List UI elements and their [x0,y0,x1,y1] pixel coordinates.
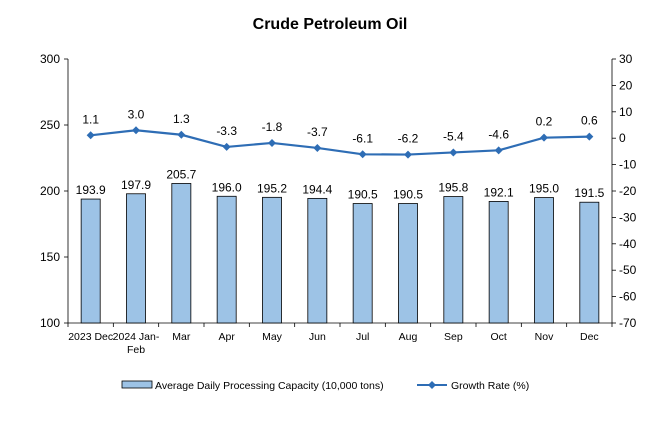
bar-data-label: 190.5 [348,188,378,202]
x-tick-label: 2024 Jan- [113,331,160,343]
bar-data-label: 195.2 [257,181,287,195]
line-data-label: -3.7 [307,125,328,139]
line-point [494,146,503,155]
bar-data-label: 205.7 [166,167,196,181]
y-left-tick-label: 100 [40,316,60,330]
y-left-tick-label: 150 [40,250,60,264]
line-labels: 1.1 3.0 1.3 -3.3 -1.8 -3.7 -6.1 -6.2 -5.4 -4.6 0.2… [82,107,598,145]
line-data-label: -6.2 [398,132,419,146]
y-right-tick-label: -60 [619,290,637,304]
bar [262,196,282,324]
y-right-tick-label: -30 [619,210,637,224]
legend: Average Daily Processing Capacity (10,00… [121,380,529,392]
chart-title: Crude Petroleum Oil [253,16,408,33]
legend-bar-label: Average Daily Processing Capacity (10,00… [155,380,384,392]
bar-labels: 193.9 197.9 205.7 196.0 195.2 194.4 190.5 190.5… [76,167,605,201]
bar [126,193,146,324]
legend-line-label: Growth Rate (%) [451,380,529,392]
line-data-label: 0.6 [581,114,598,128]
y-left-tick-label: 250 [40,118,60,132]
line-data-label: 3.0 [128,107,145,121]
line-point [585,132,594,141]
bar [488,201,509,324]
y-left-tick-label: 200 [40,184,60,198]
bar [352,203,373,324]
line-data-label: -6.1 [352,131,373,145]
bar-data-label: 193.9 [76,183,106,197]
line-point [177,130,186,139]
x-tick-label: Sep [444,331,463,343]
line-point [268,138,276,147]
y-right-tick-label: 0 [619,131,626,145]
line-series [86,126,594,159]
line-data-label: 1.3 [173,112,190,126]
legend-line-marker [428,381,436,389]
bar-data-label: 194.4 [302,182,332,196]
y-right-tick-label: 20 [619,78,633,92]
y-right-tick-label: -50 [619,263,637,277]
x-tick-label: Nov [535,331,554,343]
x-tick-label: Aug [399,331,418,343]
line-point [132,126,140,135]
bar [443,196,464,324]
growth-rate-line [90,129,590,156]
y-right-tick-label: -10 [619,158,637,172]
line-data-label: -1.8 [262,120,283,134]
line-point [313,143,322,152]
x-tick-label: Mar [172,331,191,343]
y-right-tick-label: 30 [619,52,633,66]
x-tick-label: 2023 Dec [68,331,113,343]
bar-data-label: 195.0 [529,182,559,196]
line-data-label: 0.2 [536,115,553,129]
y-right-tick-label: -20 [619,184,637,198]
bar-data-label: 192.1 [484,185,514,199]
bar-data-label: 196.0 [212,180,242,194]
bar-data-label: 190.5 [393,188,423,202]
bar-data-label: 195.8 [438,181,468,195]
line-data-label: -5.4 [443,129,464,143]
bar [171,183,192,324]
bar [534,197,554,324]
line-point [86,131,95,140]
bar [579,201,600,324]
y-right-tick-label: -40 [619,237,637,251]
bar [307,197,328,324]
y-right-tick-label: -70 [619,316,637,330]
line-point [449,148,458,157]
line-point [358,150,367,159]
line-data-label: 1.1 [82,112,99,126]
bar [398,203,418,324]
axes: 100 150 200 250 300 -70 -60 -50 -40 -30 -20 -10 0 10 2… [40,52,637,356]
x-tick-label: Jul [356,331,369,343]
bar-data-label: 197.9 [121,178,151,192]
x-tick-label: Dec [580,331,599,343]
legend-bar-swatch [121,380,153,389]
x-tick-label: Oct [490,331,506,343]
x-tick-label: Apr [218,331,235,343]
bar [216,195,237,324]
x-tick-label: Feb [127,344,145,356]
line-data-label: -4.6 [488,127,509,141]
line-point [222,142,231,151]
bar-data-label: 191.5 [574,186,604,200]
line-point [540,133,548,142]
y-right-tick-label: 10 [619,105,633,119]
line-point [404,150,412,159]
x-tick-label: May [262,331,283,343]
y-left-tick-label: 300 [40,52,60,66]
x-tick-label: Jun [309,331,326,343]
bar [80,198,101,324]
bar-series [80,183,600,324]
line-data-label: -3.3 [216,124,237,138]
